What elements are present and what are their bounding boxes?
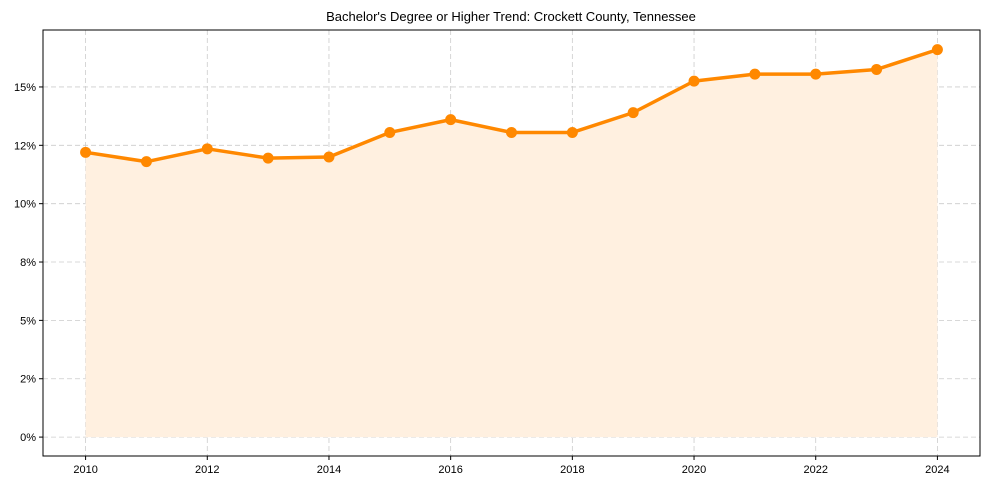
data-point	[262, 152, 274, 164]
data-point	[445, 114, 457, 126]
data-point	[566, 126, 578, 138]
area-fill	[85, 49, 938, 438]
y-tick-label: 12%	[14, 140, 36, 152]
data-point	[80, 146, 92, 158]
x-tick-label: 2024	[925, 464, 949, 476]
data-point	[506, 126, 517, 138]
x-tick-label: 2018	[560, 464, 584, 476]
y-tick-label: 5%	[20, 315, 36, 327]
data-point	[871, 63, 883, 75]
y-tick-label: 2%	[20, 374, 36, 386]
x-tick-label: 2010	[73, 464, 97, 476]
data-point	[931, 44, 943, 56]
data-point	[140, 156, 152, 168]
x-tick-label: 2014	[317, 464, 341, 476]
y-tick-label: 0%	[20, 432, 36, 444]
data-point	[810, 68, 822, 80]
x-tick-label: 2022	[803, 464, 827, 476]
x-tick-label: 2016	[438, 464, 462, 476]
data-point	[749, 68, 761, 80]
y-tick-label: 15%	[14, 82, 36, 94]
chart-title: Bachelor's Degree or Higher Trend: Crock…	[326, 9, 696, 24]
y-tick-label: 8%	[20, 257, 36, 269]
data-point	[201, 143, 213, 155]
data-point	[627, 107, 639, 119]
y-tick-label: 10%	[14, 199, 36, 211]
plot-frame	[42, 29, 981, 457]
data-point	[384, 126, 396, 138]
data-point	[323, 151, 335, 163]
x-tick-label: 2020	[682, 464, 706, 476]
data-point	[688, 75, 700, 87]
x-tick-label: 2012	[195, 464, 219, 476]
